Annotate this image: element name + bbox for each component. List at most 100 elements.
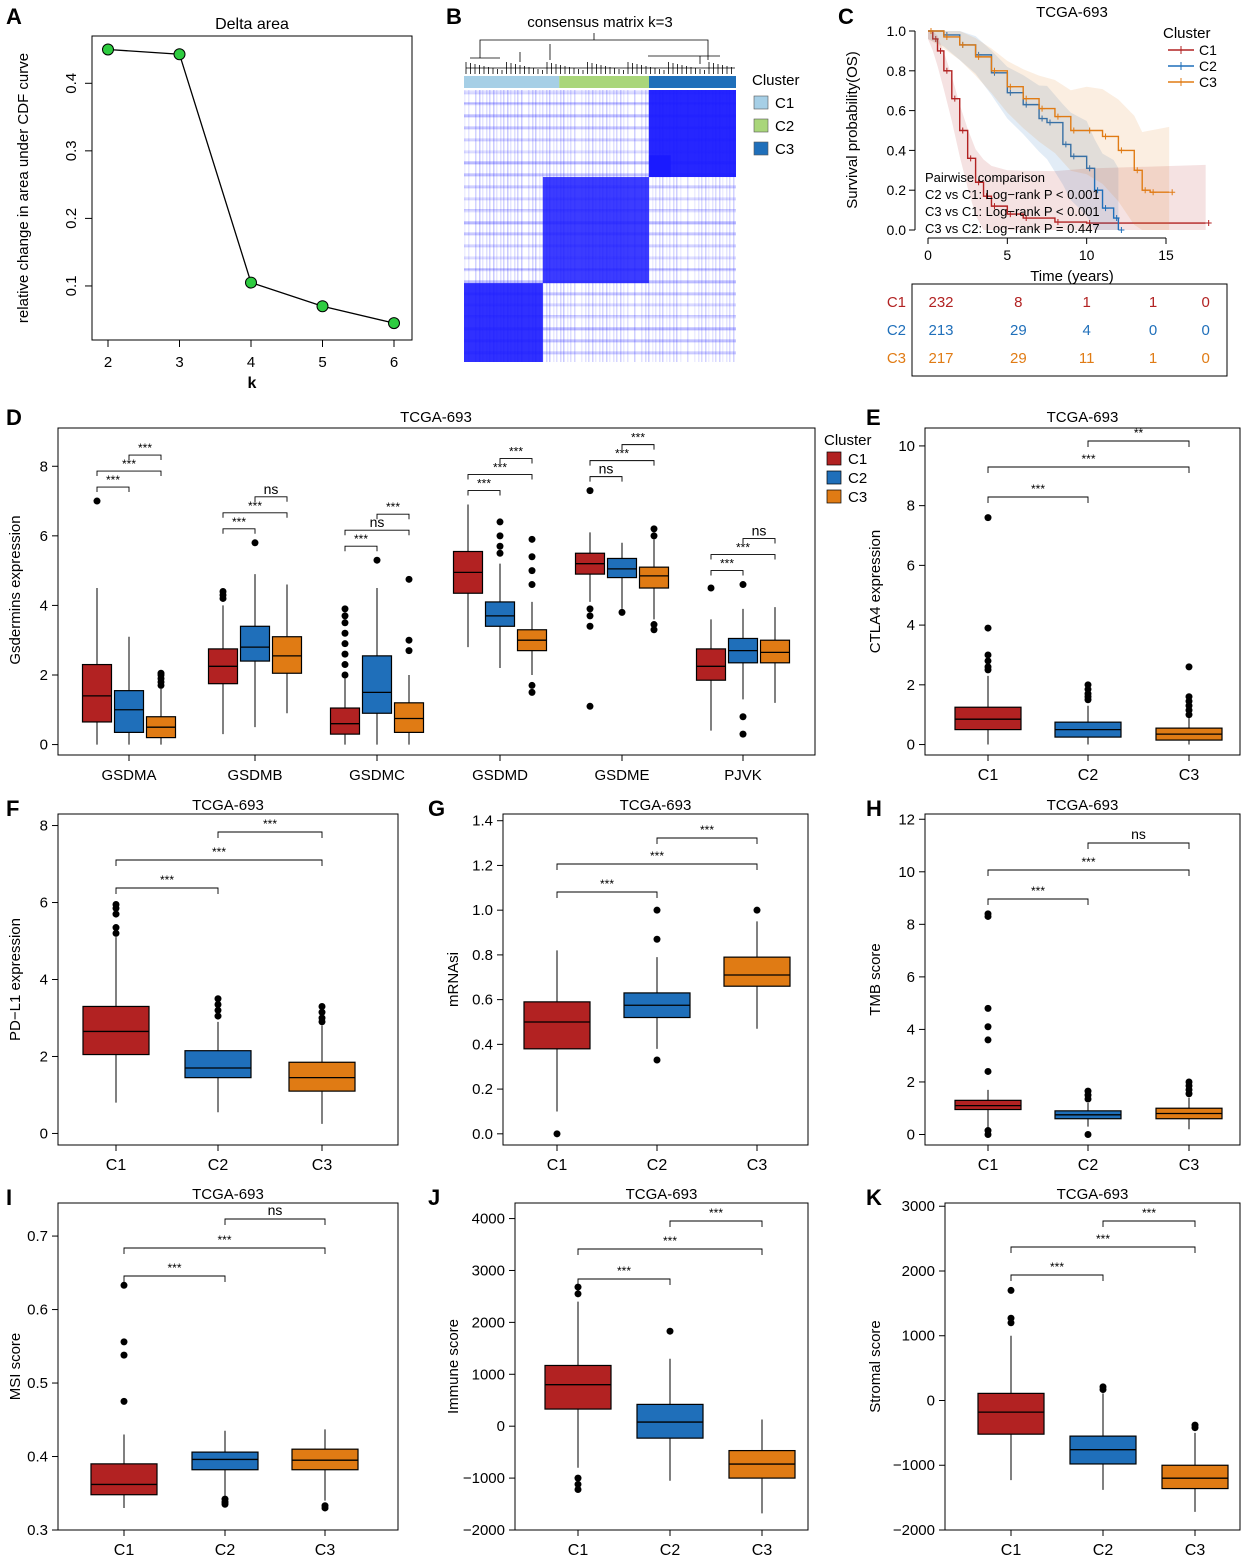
heatmap-streak (475, 90, 477, 362)
censor-mark (975, 53, 982, 60)
y-tick-label: 6 (40, 895, 48, 912)
significance-bracket (96, 486, 130, 493)
heatmap-streak (464, 294, 736, 296)
panel-b-consensus-matrix: consensus matrix k=3 Cluster C1 C2 C3 (464, 14, 800, 362)
heatmap-streak (464, 127, 736, 129)
data-point (316, 300, 329, 313)
logrank-annotation: C3 vs C2: Log−rank P = 0.447 (925, 221, 1100, 236)
chart-title: TCGA-693 (1036, 4, 1108, 21)
outlier-point (1084, 1130, 1092, 1138)
y-tick-label: 0.3 (27, 1522, 48, 1539)
significance-bracket (123, 1247, 326, 1254)
outlier-point (984, 1067, 992, 1075)
heatmap-streak (486, 90, 488, 362)
legend-label: C1 (1199, 42, 1217, 58)
heatmap-streak (542, 90, 544, 362)
heatmap-streak (652, 90, 654, 362)
risk-count: 4 (1082, 322, 1090, 339)
heatmap-streak (464, 282, 736, 284)
heatmap-streak (464, 232, 736, 234)
box (81, 663, 113, 723)
outlier-point (574, 1486, 582, 1494)
outlier-point (753, 906, 761, 914)
y-tick-label: 0.2 (63, 208, 80, 229)
outlier-point (553, 1130, 561, 1138)
significance-label: *** (1031, 482, 1045, 496)
heatmap-streak (599, 90, 601, 362)
outlier-point (707, 584, 715, 592)
heatmap-streak (616, 90, 618, 362)
outlier-point (221, 1495, 229, 1503)
y-tick-label: 3000 (902, 1198, 935, 1215)
heatmap-streak (464, 221, 736, 223)
outlier-point (405, 575, 413, 583)
panel-letter-e: E (866, 405, 881, 430)
outlier-point (120, 1338, 128, 1346)
data-point (102, 43, 114, 56)
outlier-point (214, 1001, 222, 1009)
heatmap-streak (464, 126, 736, 128)
heatmap-streak (556, 90, 558, 362)
x-tick-label: 6 (390, 354, 398, 371)
censor-mark (1134, 167, 1141, 174)
heatmap-streak (464, 163, 736, 165)
heatmap-streak (627, 90, 629, 362)
box (271, 636, 303, 674)
y-tick-label: 6 (40, 528, 48, 545)
significance-bracket (344, 529, 410, 536)
outlier-point (739, 581, 747, 589)
censor-mark (1023, 95, 1030, 102)
group-gsdma (81, 497, 177, 745)
confidence-band-c3 (928, 31, 1170, 230)
y-tick-label: 1.0 (472, 902, 493, 919)
cluster-bar-c3 (648, 76, 736, 88)
significance-bracket (577, 1248, 763, 1255)
panel-letter-d: D (6, 405, 22, 430)
censor-mark (1102, 133, 1109, 140)
y-tick-label: 8 (907, 916, 915, 933)
box (484, 601, 516, 627)
censor-mark (1086, 127, 1093, 134)
risk-table-frame (911, 283, 1228, 377)
y-tick-label: 0.0 (887, 222, 907, 238)
heatmap-streak (464, 234, 736, 236)
heatmap-streak (662, 90, 664, 362)
outlier-point (318, 1008, 326, 1016)
legend-swatch (753, 118, 769, 133)
heatmap-streak (464, 150, 736, 152)
heatmap-streak (464, 139, 736, 141)
group-gsdmc (329, 556, 425, 745)
significance-label: *** (650, 849, 664, 863)
significance-label: *** (600, 877, 614, 891)
outlier-point (341, 619, 349, 627)
box (329, 707, 361, 735)
group-gsdmd (452, 504, 548, 696)
heatmap-streak (464, 185, 736, 187)
outlier-point (251, 539, 259, 547)
heatmap-streak (479, 90, 481, 362)
outlier-point (528, 535, 536, 543)
risk-count: 1 (1149, 294, 1157, 311)
y-tick-label: 1.2 (472, 857, 493, 874)
heatmap-streak (464, 353, 736, 355)
risk-count: 0 (1149, 322, 1157, 339)
heatmap-streak (464, 258, 736, 260)
box (723, 956, 791, 987)
x-tick-label: 4 (247, 354, 255, 371)
y-axis-label: Stromal score (867, 1320, 884, 1413)
chart-title: TCGA-693 (620, 797, 692, 814)
panel-g-mrnasi-boxplot: TCGA-693 0.0 0.2 0.4 0.6 0.8 1.0 1.2 1.4 mRNAsi C1… (445, 797, 809, 1174)
significance-label: *** (709, 1206, 723, 1220)
x-tick-label: C1 (978, 1157, 999, 1174)
heatmap-streak (489, 90, 491, 362)
censor-mark (932, 35, 939, 42)
y-tick-label: 0.4 (472, 1036, 493, 1053)
legend-label: C3 (775, 141, 794, 158)
box (90, 1463, 158, 1496)
outlier-point (739, 713, 747, 721)
heatmap-streak (464, 211, 736, 213)
risk-row-label: C1 (887, 294, 906, 311)
x-tick-label: C1 (1001, 1542, 1022, 1556)
box (759, 639, 791, 664)
heatmap-streak (648, 90, 650, 362)
